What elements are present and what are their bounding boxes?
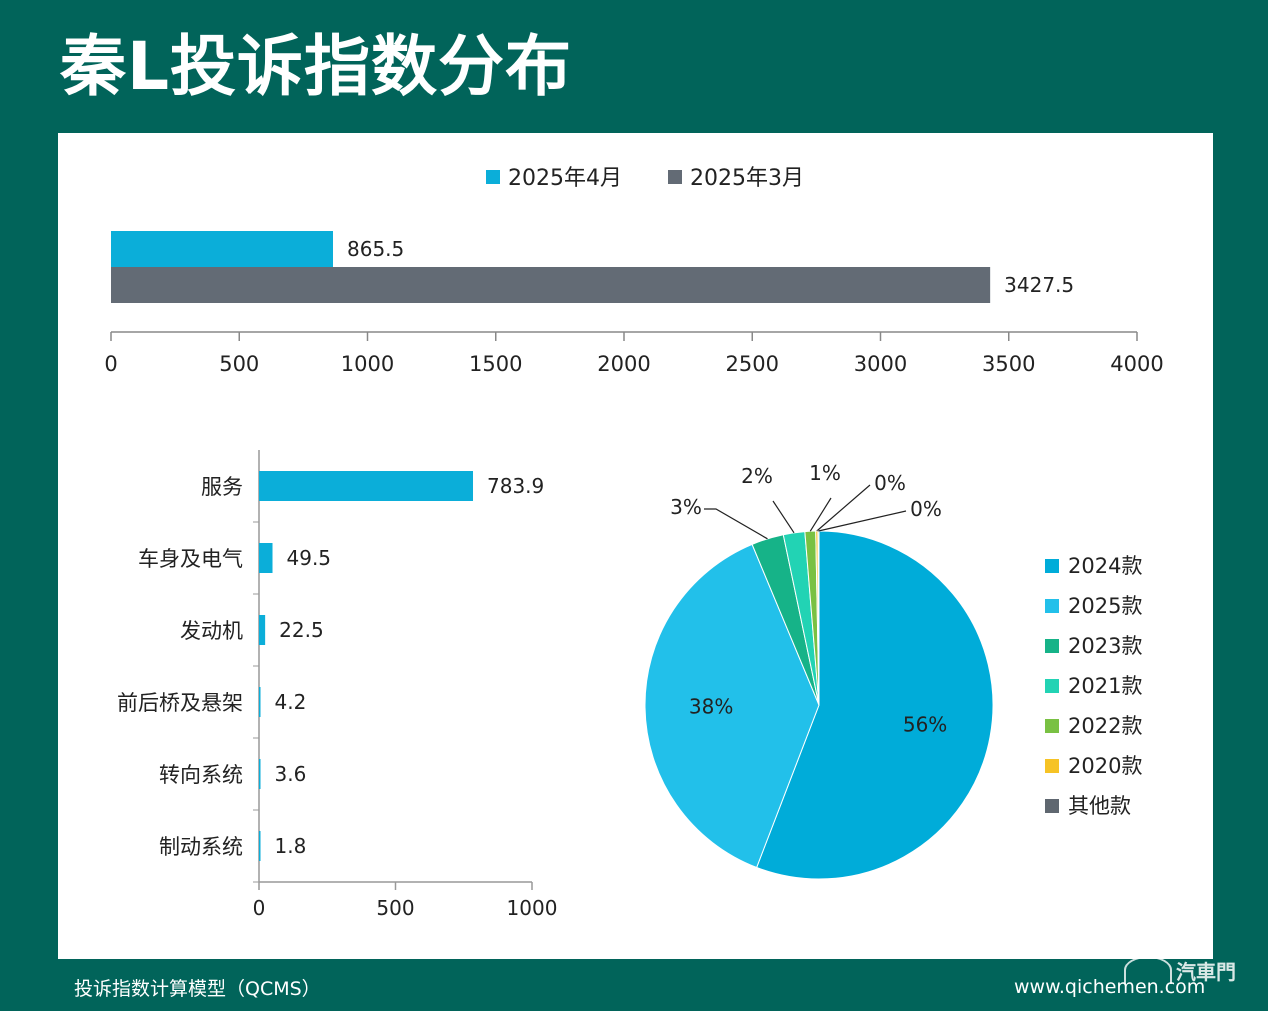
pie-leader-line-3 bbox=[772, 500, 795, 534]
pie-legend-label-5: 2020款 bbox=[1068, 754, 1142, 778]
pie-slice-0 bbox=[756, 530, 994, 880]
pie-legend-label-6: 其他款 bbox=[1068, 794, 1131, 818]
pie-legend-swatch-4 bbox=[1045, 719, 1059, 733]
x-tick-label-6: 3000 bbox=[854, 352, 907, 376]
pie-legend-label-3: 2021款 bbox=[1068, 674, 1142, 698]
chart-panel: 2025年4月 2025年3月 865.5 3427.5 0 500 1000 1500 200… bbox=[58, 133, 1213, 959]
pie-legend-label-4: 2022款 bbox=[1068, 714, 1142, 738]
car-logo-icon bbox=[1124, 956, 1172, 984]
pie-label-1: 38% bbox=[689, 695, 733, 719]
bar-1 bbox=[111, 267, 991, 303]
legend-label-1: 2025年3月 bbox=[690, 166, 804, 191]
x-tick-label-8: 4000 bbox=[1110, 352, 1163, 376]
logo-text: 汽車門 bbox=[1176, 960, 1236, 984]
category-label-5: 制动系统 bbox=[159, 835, 243, 859]
category-label-4: 转向系统 bbox=[159, 763, 243, 787]
pie-leader-line-6 bbox=[818, 510, 907, 532]
category-bar-0 bbox=[259, 471, 474, 501]
x-tick-label-2: 1000 bbox=[341, 352, 394, 376]
x-tick-label-3: 1500 bbox=[469, 352, 522, 376]
charts-svg: 2025年4月 2025年3月 865.5 3427.5 0 500 1000 1500 200… bbox=[104, 166, 1163, 920]
category-bar-2 bbox=[259, 615, 266, 645]
category-label-3: 前后桥及悬架 bbox=[117, 691, 243, 715]
page-title: 秦L投诉指数分布 bbox=[60, 28, 573, 105]
x2-tick-label-2: 1000 bbox=[507, 896, 558, 920]
bar-value-label-0: 865.5 bbox=[347, 237, 404, 261]
category-bar-5 bbox=[259, 831, 261, 861]
category-label-0: 服务 bbox=[201, 475, 243, 499]
pie-label-5: 0% bbox=[874, 471, 906, 495]
x-tick-label-0: 0 bbox=[104, 352, 117, 376]
pie-legend-swatch-5 bbox=[1045, 759, 1059, 773]
pie-legend-swatch-6 bbox=[1045, 799, 1059, 813]
pie-label-2: 3% bbox=[670, 495, 702, 519]
pie-legend-label-2: 2023款 bbox=[1068, 634, 1142, 658]
pie-label-6: 0% bbox=[910, 497, 942, 521]
pie-label-3: 2% bbox=[741, 464, 773, 488]
pie-legend-label-0: 2024款 bbox=[1068, 554, 1142, 578]
legend-swatch-1 bbox=[668, 170, 682, 184]
x-tick-label-1: 500 bbox=[219, 352, 259, 376]
x-tick-label-5: 2500 bbox=[726, 352, 779, 376]
category-label-1: 车身及电气 bbox=[138, 547, 243, 571]
category-bar-1 bbox=[259, 543, 273, 573]
pie-slice-1 bbox=[644, 543, 820, 869]
legend-label-0: 2025年4月 bbox=[508, 166, 622, 191]
x-tick-label-4: 2000 bbox=[597, 352, 650, 376]
pie-leader-line-5 bbox=[816, 484, 871, 532]
category-label-2: 发动机 bbox=[180, 619, 243, 643]
source-note: 投诉指数计算模型（QCMS） bbox=[74, 978, 321, 1000]
x2-tick-label-0: 0 bbox=[253, 896, 266, 920]
pie-label-4: 1% bbox=[809, 461, 841, 485]
pie-legend-label-1: 2025款 bbox=[1068, 594, 1142, 618]
category-value-label-4: 3.6 bbox=[275, 762, 307, 786]
bar-value-label-1: 3427.5 bbox=[1004, 273, 1074, 297]
bar-0 bbox=[111, 231, 334, 267]
category-bar-3 bbox=[259, 687, 261, 717]
category-value-label-5: 1.8 bbox=[275, 834, 307, 858]
category-value-label-1: 49.5 bbox=[287, 546, 332, 570]
pie-legend-swatch-1 bbox=[1045, 599, 1059, 613]
site-logo: 汽車門 bbox=[1124, 950, 1244, 1000]
pie-legend-swatch-3 bbox=[1045, 679, 1059, 693]
x-tick-label-7: 3500 bbox=[982, 352, 1035, 376]
x2-tick-label-1: 500 bbox=[376, 896, 414, 920]
category-value-label-2: 22.5 bbox=[279, 618, 324, 642]
category-value-label-0: 783.9 bbox=[487, 474, 544, 498]
category-bar-4 bbox=[259, 759, 261, 789]
pie-legend-swatch-2 bbox=[1045, 639, 1059, 653]
pie-leader-line-4 bbox=[809, 497, 832, 532]
pie-legend-swatch-0 bbox=[1045, 559, 1059, 573]
category-value-label-3: 4.2 bbox=[275, 690, 307, 714]
pie-label-0: 56% bbox=[903, 713, 947, 737]
legend-swatch-0 bbox=[486, 170, 500, 184]
pie-leader-line-2 bbox=[704, 508, 768, 540]
